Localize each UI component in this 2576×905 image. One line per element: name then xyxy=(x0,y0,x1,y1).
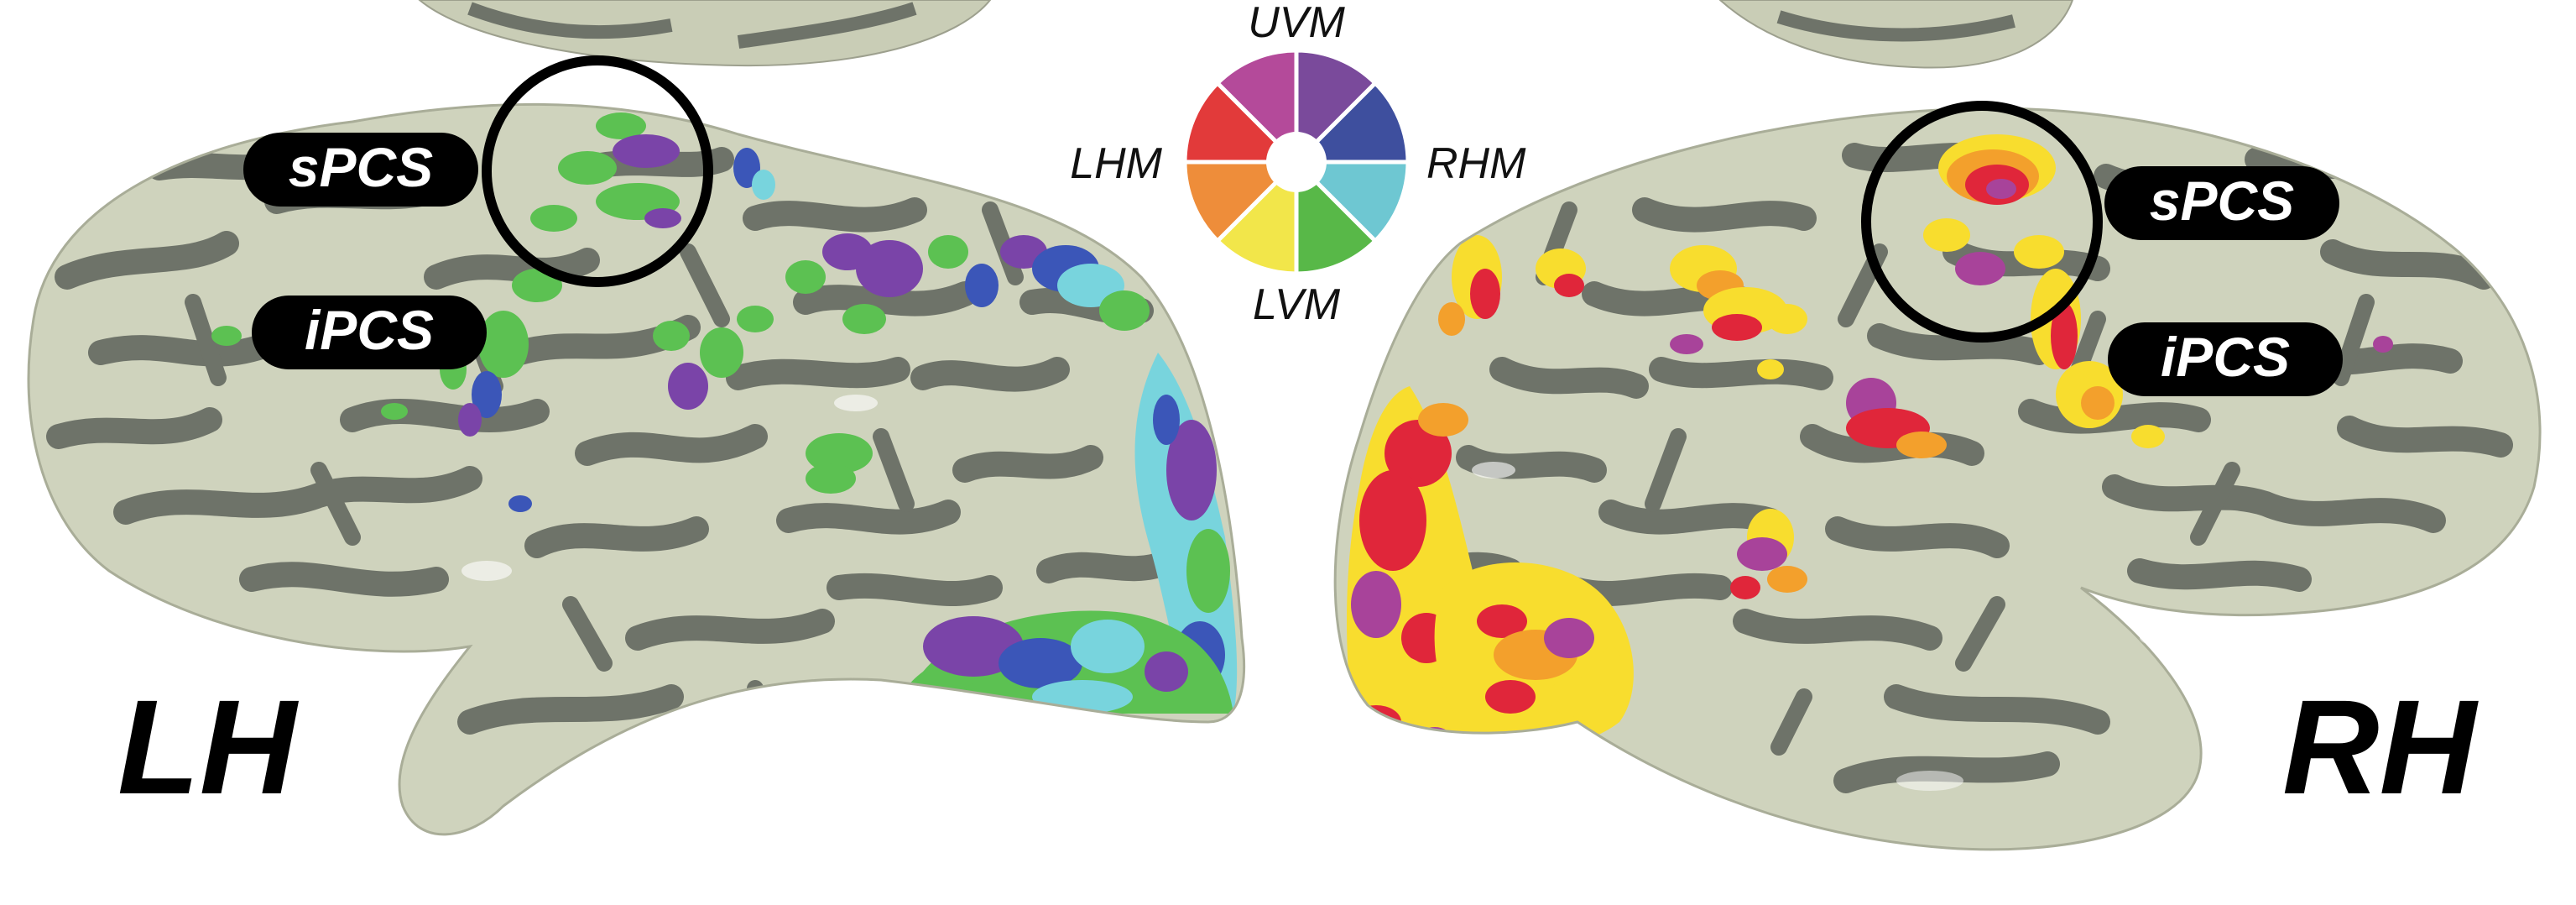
legend-label-lhm: LHM xyxy=(1070,139,1162,188)
color-wheel-center xyxy=(1266,132,1327,192)
color-wheel-segment-right-upper xyxy=(1291,80,1411,165)
right-roi-circle xyxy=(1861,101,2103,343)
svg-text:sPCS: sPCS xyxy=(289,136,433,198)
color-wheel-segment-upper-left xyxy=(1214,48,1299,168)
color-wheel-segment-left-upper xyxy=(1182,80,1302,165)
left-hemisphere-label: LH xyxy=(117,672,300,822)
right-hemisphere xyxy=(1333,107,2542,851)
left-activation-map xyxy=(211,112,1238,717)
right-spcs-label: sPCS xyxy=(2104,166,2339,240)
visual-field-color-wheel xyxy=(1182,48,1411,276)
color-wheel-segment-upper-right xyxy=(1294,48,1379,168)
color-wheel-segment-right-lower xyxy=(1291,160,1411,244)
svg-text:iPCS: iPCS xyxy=(305,299,434,361)
upper-brain-fragment-left xyxy=(418,0,992,67)
right-ipcs-label: iPCS xyxy=(2108,322,2343,396)
right-sulcal-pattern xyxy=(1380,143,2513,793)
color-wheel-segment-left-lower xyxy=(1182,160,1302,244)
svg-text:iPCS: iPCS xyxy=(2161,326,2290,388)
color-wheel-segment-lower-left xyxy=(1214,156,1299,276)
svg-text:sPCS: sPCS xyxy=(2150,170,2294,232)
legend-label-uvm: UVM xyxy=(1248,0,1345,47)
right-activation-map xyxy=(1347,134,2393,756)
legend-label-lvm: LVM xyxy=(1253,280,1341,329)
left-spcs-label: sPCS xyxy=(243,133,478,207)
left-ipcs-label: iPCS xyxy=(252,296,487,369)
legend-label-rhm: RHM xyxy=(1426,139,1526,188)
left-roi-circle xyxy=(482,55,713,287)
color-wheel-segment-lower-right xyxy=(1294,156,1379,276)
right-hemisphere-label: RH xyxy=(2282,672,2480,822)
